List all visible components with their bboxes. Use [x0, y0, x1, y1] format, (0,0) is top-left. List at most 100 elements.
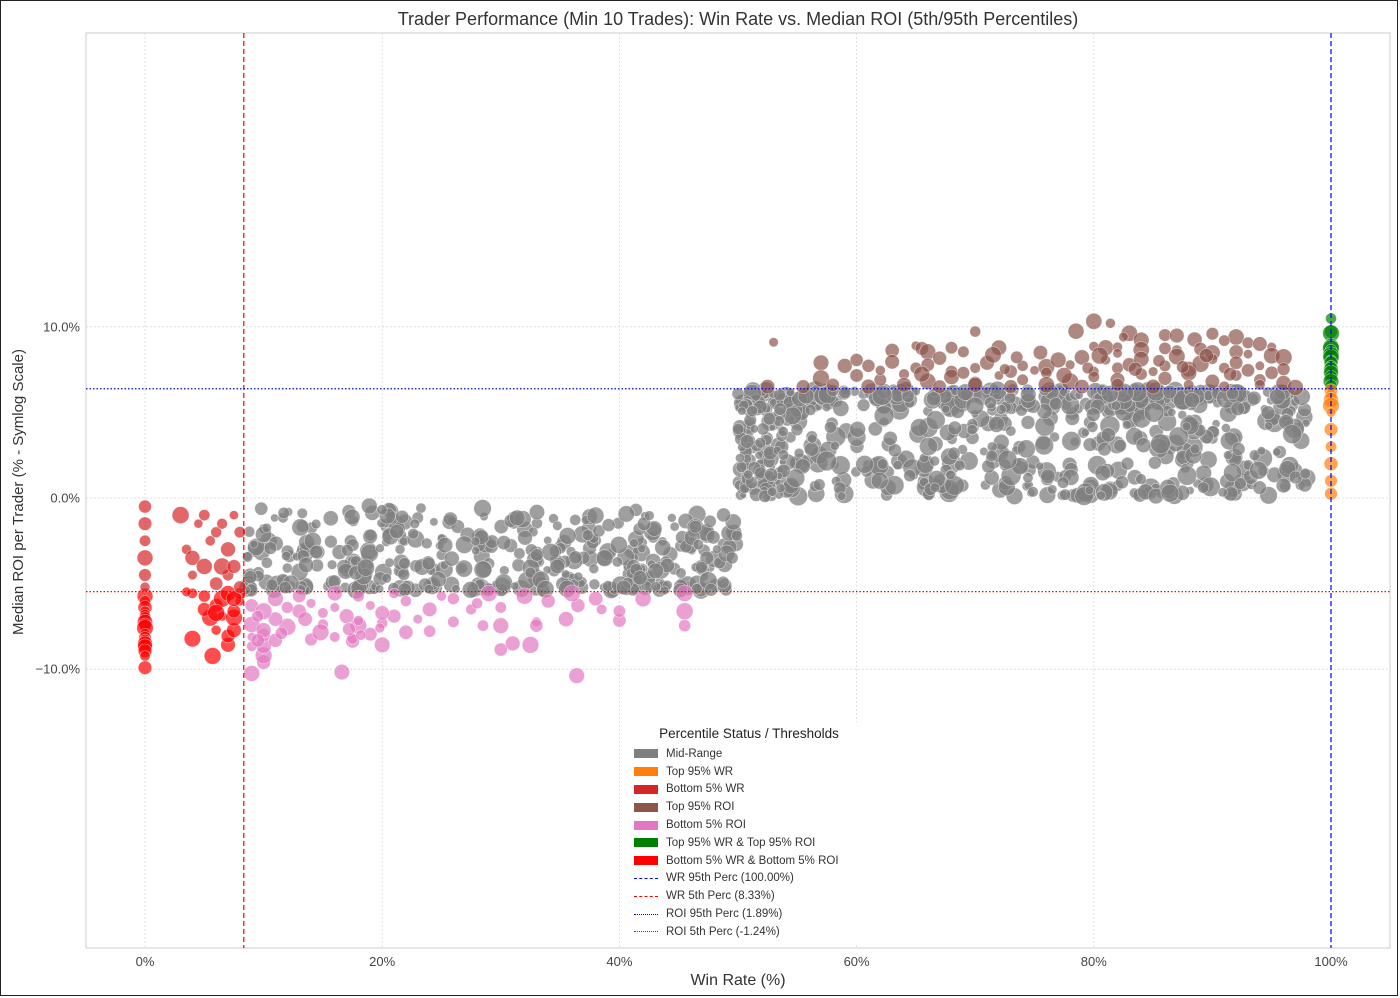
data-point-top-95-roi	[1254, 379, 1266, 391]
data-point-mid-range	[1197, 481, 1210, 494]
data-point-bottom-5-roi	[281, 601, 294, 614]
data-point-bottom-5-roi	[493, 642, 508, 657]
data-point-mid-range	[265, 578, 279, 591]
data-point-mid-range	[632, 570, 648, 586]
data-point-bottom-5-wr	[139, 581, 151, 593]
data-point-mid-range	[764, 467, 779, 482]
data-point-mid-range	[926, 391, 941, 407]
data-point-top-95-roi	[1016, 373, 1029, 386]
data-point-bottom-5-roi	[374, 622, 386, 634]
data-point-mid-range	[361, 497, 378, 515]
data-point-top-95-roi	[1110, 378, 1125, 392]
data-point-mid-range	[821, 402, 832, 412]
data-point-top-95-roi	[1205, 327, 1219, 341]
data-point-mid-range	[667, 513, 677, 523]
y-tick-label: −10.0%	[36, 662, 81, 677]
data-point-mid-range	[1299, 467, 1311, 480]
data-point-mid-range	[882, 431, 898, 446]
data-point-mid-range	[1016, 439, 1036, 459]
data-point-top-95-roi	[1218, 380, 1230, 393]
data-point-bottom-5-roi	[268, 611, 283, 627]
data-point-top-95-roi	[1276, 362, 1291, 376]
data-point-bottom-5-wr-bottom-5-roi	[139, 650, 151, 662]
data-point-mid-range	[1027, 486, 1039, 498]
data-point-mid-range	[249, 539, 259, 549]
data-point-top-95-roi	[967, 377, 983, 393]
data-point-mid-range	[1035, 461, 1045, 471]
data-point-mid-range	[804, 441, 819, 457]
data-point-mid-range	[985, 449, 998, 462]
data-point-bottom-5-roi	[250, 633, 265, 648]
data-point-mid-range	[529, 504, 545, 521]
data-point-mid-range	[1059, 488, 1072, 501]
data-point-top-95-roi	[1037, 376, 1055, 394]
data-point-top-95-roi	[1074, 379, 1090, 395]
data-point-top-95-roi	[1145, 378, 1161, 395]
data-point-mid-range	[903, 469, 917, 482]
data-point-bottom-5-roi	[305, 598, 317, 609]
data-point-mid-range	[704, 583, 718, 597]
data-point-mid-range	[716, 575, 730, 589]
legend-label: Bottom 5% WR	[666, 783, 745, 796]
data-point-bottom-5-wr-bottom-5-roi	[225, 590, 242, 607]
data-point-mid-range	[824, 420, 837, 434]
legend-title: Percentile Status / Thresholds	[659, 726, 839, 741]
data-point-top-95-roi	[1254, 360, 1265, 371]
data-point-bottom-5-roi	[558, 611, 574, 627]
data-point-mid-range	[856, 398, 871, 412]
data-point-mid-range	[777, 426, 789, 438]
data-point-mid-range	[461, 581, 480, 599]
data-point-bottom-5-roi	[329, 602, 340, 613]
data-point-bottom-5-wr	[233, 526, 246, 539]
data-point-mid-range	[929, 455, 940, 467]
data-point-mid-range	[749, 424, 759, 434]
data-point-bottom-5-wr	[216, 518, 228, 530]
data-point-top-95-roi	[932, 350, 947, 366]
data-point-bottom-5-roi	[492, 617, 509, 634]
data-point-bottom-5-roi	[568, 667, 585, 684]
data-point-mid-range	[298, 557, 314, 573]
data-point-mid-range	[786, 468, 806, 488]
data-point-mid-range	[692, 539, 704, 551]
data-point-bottom-5-wr	[220, 541, 236, 558]
data-point-mid-range	[675, 567, 687, 579]
data-point-mid-range	[588, 578, 601, 591]
data-point-mid-range	[278, 581, 292, 594]
data-point-top-95-roi	[969, 325, 982, 338]
data-point-mid-range	[1022, 472, 1034, 484]
data-point-top-95-roi	[1229, 355, 1244, 370]
data-point-mid-range	[926, 410, 946, 430]
data-point-mid-range	[375, 543, 385, 553]
data-point-top-95-roi	[945, 341, 958, 355]
data-point-mid-range	[941, 404, 951, 414]
data-point-mid-range	[517, 530, 533, 546]
data-point-mid-range	[785, 387, 795, 397]
legend-line-swatch	[634, 913, 658, 915]
legend-entry-bottom-wr: Bottom 5% WR	[634, 781, 864, 799]
data-point-mid-range	[1223, 463, 1242, 483]
data-point-mid-range	[1020, 386, 1037, 403]
data-point-mid-range	[595, 549, 614, 567]
data-point-bottom-5-wr	[184, 550, 201, 566]
data-point-mid-range	[509, 509, 526, 527]
data-point-mid-range	[1020, 415, 1036, 430]
data-point-mid-range	[731, 529, 743, 542]
data-point-mid-range	[1221, 423, 1231, 433]
data-point-mid-range	[777, 449, 790, 461]
data-point-mid-range	[997, 449, 1018, 470]
data-point-mid-range	[1094, 464, 1111, 482]
data-point-bottom-5-roi	[355, 629, 367, 641]
data-point-mid-range	[1004, 392, 1017, 405]
data-point-mid-range	[541, 543, 560, 562]
data-point-mid-range	[588, 563, 600, 574]
data-point-mid-range	[429, 517, 439, 527]
data-point-bottom-5-roi	[352, 590, 365, 603]
data-point-bottom-5-roi	[353, 615, 364, 626]
data-point-mid-range	[1168, 426, 1189, 447]
data-point-mid-range	[561, 569, 571, 579]
data-point-mid-range	[1148, 456, 1162, 470]
data-point-mid-range	[254, 501, 269, 516]
data-point-top-95-roi	[1029, 365, 1040, 376]
data-point-bottom-5-wr	[136, 549, 154, 567]
data-point-mid-range	[1086, 421, 1099, 433]
